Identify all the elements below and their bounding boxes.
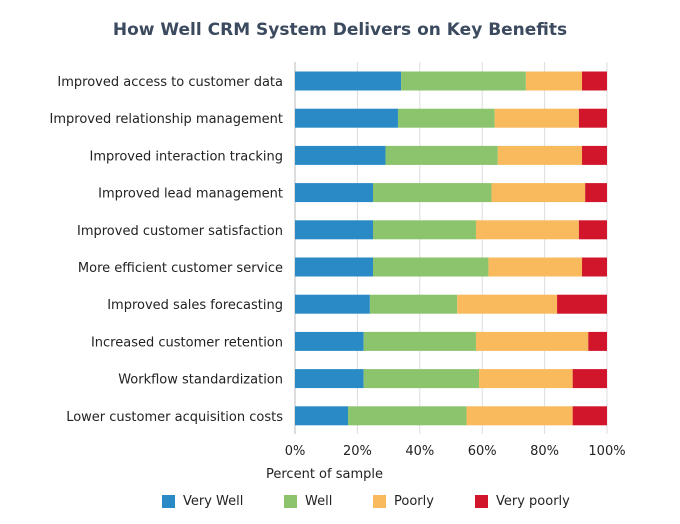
bar-segment: [497, 145, 583, 165]
bar-segment: [373, 257, 489, 277]
bar-segment: [401, 71, 526, 91]
bar-segment: [525, 71, 583, 91]
legend-swatch: [373, 495, 386, 508]
bar-segment: [295, 406, 349, 426]
category-label: Improved customer satisfaction: [77, 224, 283, 239]
legend-swatch: [284, 495, 297, 508]
bar-segment: [457, 294, 558, 314]
bar-segment: [348, 406, 467, 426]
legend-label: Poorly: [394, 494, 434, 509]
bar-segment: [582, 145, 607, 165]
bar-segment: [572, 406, 607, 426]
bar-segment: [373, 183, 492, 203]
bar-segment: [491, 183, 586, 203]
bar-segment: [295, 294, 370, 314]
category-label: More efficient customer service: [78, 261, 283, 276]
x-tick-label: 60%: [468, 444, 497, 459]
bar-segment: [572, 369, 607, 389]
bar-segment: [466, 406, 573, 426]
bar-segment: [295, 220, 373, 240]
bar-segment: [295, 108, 398, 128]
legend-label: Very Well: [183, 494, 244, 509]
category-label: Workflow standardization: [118, 373, 283, 388]
x-tick-label: 20%: [343, 444, 372, 459]
bar-segment: [475, 331, 589, 351]
bar-segment: [369, 294, 458, 314]
bar-segment: [295, 331, 364, 351]
bar-segment: [373, 220, 476, 240]
category-label: Increased customer retention: [91, 335, 283, 350]
legend-item: Very poorly: [475, 494, 570, 509]
bar-segment: [295, 183, 373, 203]
category-label: Improved sales forecasting: [107, 298, 283, 313]
legend-item: Well: [284, 494, 332, 509]
legend-item: Very Well: [162, 494, 243, 509]
x-axis-label: Percent of sample: [266, 467, 383, 482]
bar-segment: [578, 108, 607, 128]
bar-segment: [557, 294, 607, 314]
bar-segment: [475, 220, 579, 240]
category-label: Improved lead management: [98, 187, 283, 202]
legend-swatch: [162, 495, 175, 508]
bar-segment: [385, 145, 498, 165]
category-label: Improved access to customer data: [57, 75, 283, 90]
x-tick-label: 0%: [285, 444, 306, 459]
category-label: Improved interaction tracking: [90, 149, 283, 164]
category-label: Lower customer acquisition costs: [66, 410, 283, 425]
legend-label: Very poorly: [496, 494, 570, 509]
legend-label: Well: [305, 494, 333, 509]
bar-segment: [363, 369, 480, 389]
bar-segment: [479, 369, 573, 389]
bar-segment: [295, 369, 364, 389]
x-tick-label: 80%: [530, 444, 559, 459]
chart-title: How Well CRM System Delivers on Key Bene…: [112, 20, 568, 40]
legend-item: Poorly: [373, 494, 434, 509]
bar-segment: [582, 71, 607, 91]
bar-segment: [488, 257, 583, 277]
bar-segment: [588, 331, 607, 351]
x-tick-label: 100%: [588, 444, 625, 459]
bar-segment: [578, 220, 607, 240]
bar-segment: [295, 71, 402, 91]
x-tick-label: 40%: [405, 444, 434, 459]
bar-segment: [582, 257, 607, 277]
bar-segment: [397, 108, 495, 128]
bar-segment: [295, 145, 386, 165]
category-label: Improved relationship management: [50, 112, 283, 127]
bar-segment: [585, 183, 607, 203]
bar-segment: [295, 257, 373, 277]
bar-segment: [363, 331, 476, 351]
legend-swatch: [475, 495, 488, 508]
bar-segment: [494, 108, 579, 128]
